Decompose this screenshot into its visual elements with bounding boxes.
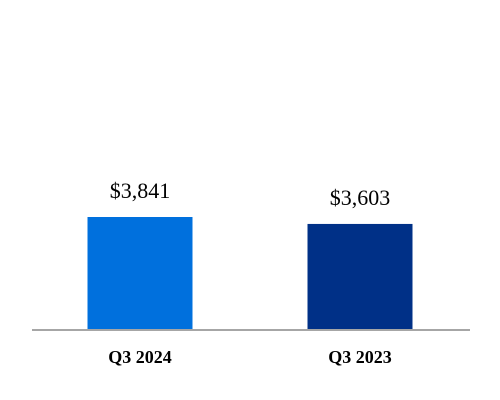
value-label: $3,603 <box>330 185 391 210</box>
bar <box>307 223 413 329</box>
bar <box>87 217 193 329</box>
x-tick-label: Q3 2024 <box>108 347 172 367</box>
x-tick-label: Q3 2023 <box>328 347 392 367</box>
value-label: $3,841 <box>110 178 171 203</box>
